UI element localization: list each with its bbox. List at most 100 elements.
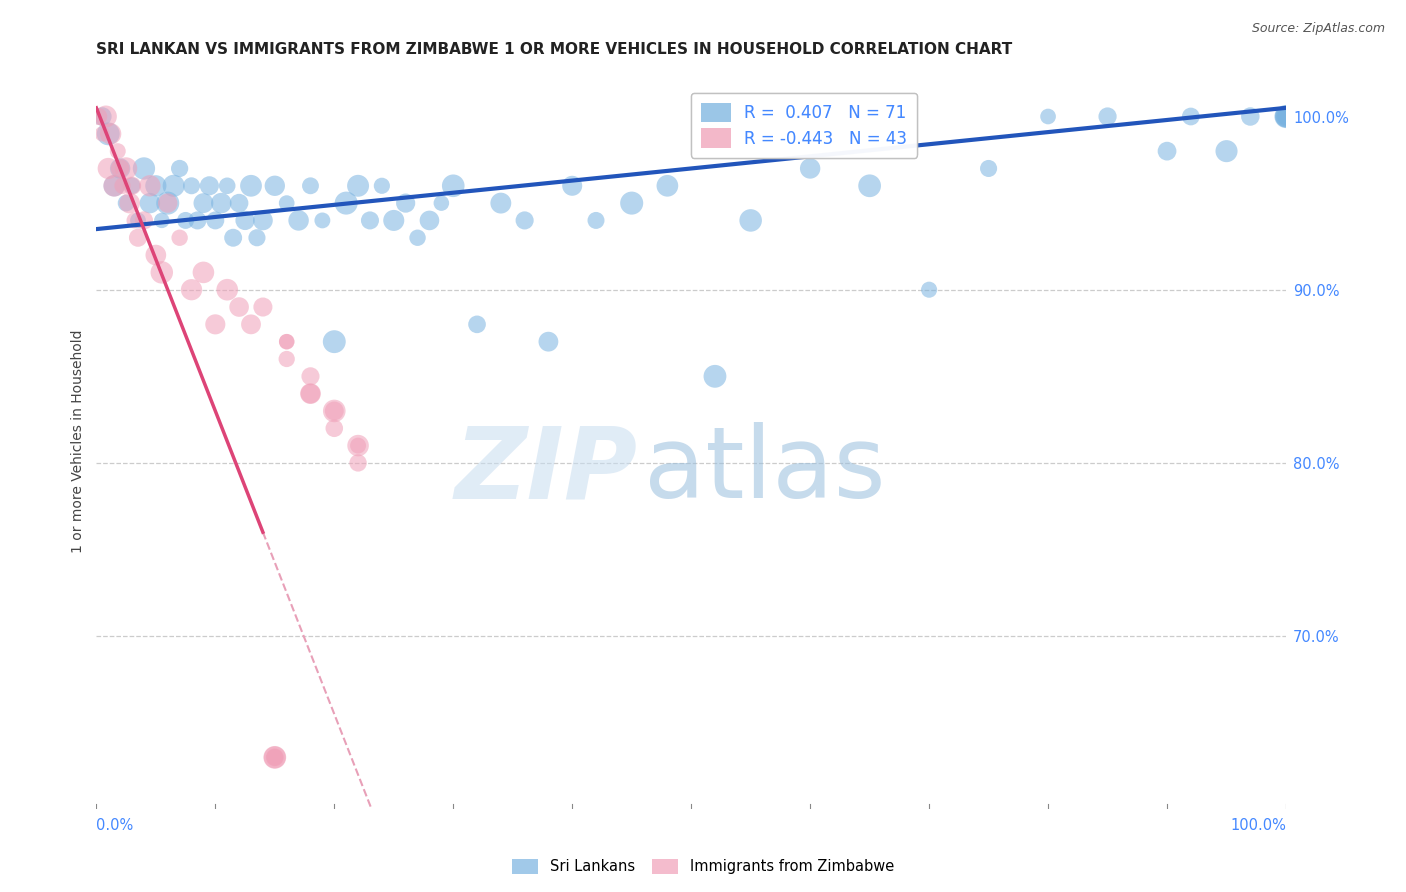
Point <box>169 161 191 176</box>
Point <box>299 386 322 401</box>
Point <box>704 369 727 384</box>
Point <box>193 196 215 211</box>
Point <box>585 213 607 227</box>
Point <box>276 196 298 211</box>
Point <box>127 213 149 227</box>
Point <box>1275 110 1298 124</box>
Point <box>97 161 120 176</box>
Point <box>441 178 464 193</box>
Text: SRI LANKAN VS IMMIGRANTS FROM ZIMBABWE 1 OR MORE VEHICLES IN HOUSEHOLD CORRELATI: SRI LANKAN VS IMMIGRANTS FROM ZIMBABWE 1… <box>97 42 1012 57</box>
Point <box>263 178 285 193</box>
Point <box>1275 110 1298 124</box>
Point <box>103 178 125 193</box>
Point <box>145 248 167 262</box>
Point <box>537 334 560 349</box>
Text: 0.0%: 0.0% <box>97 818 134 833</box>
Point <box>323 404 346 418</box>
Point <box>1097 110 1119 124</box>
Point <box>263 750 285 764</box>
Text: ZIP: ZIP <box>454 422 638 519</box>
Point <box>276 334 298 349</box>
Point <box>335 196 357 211</box>
Point <box>276 351 298 366</box>
Y-axis label: 1 or more Vehicles in Household: 1 or more Vehicles in Household <box>72 329 86 553</box>
Point <box>240 178 263 193</box>
Point <box>233 213 256 227</box>
Point <box>156 196 179 211</box>
Point <box>1215 144 1237 158</box>
Point <box>180 283 202 297</box>
Point <box>513 213 536 227</box>
Point <box>156 196 179 211</box>
Point <box>115 196 138 211</box>
Point <box>382 213 405 227</box>
Point <box>276 334 298 349</box>
Text: Source: ZipAtlas.com: Source: ZipAtlas.com <box>1251 22 1385 36</box>
Point <box>150 265 173 279</box>
Legend: R =  0.407   N = 71, R = -0.443   N = 43: R = 0.407 N = 71, R = -0.443 N = 43 <box>690 93 917 158</box>
Point <box>799 161 821 176</box>
Point <box>240 318 263 332</box>
Point <box>228 196 250 211</box>
Point <box>209 196 232 211</box>
Point <box>150 213 173 227</box>
Point <box>299 386 322 401</box>
Point <box>347 178 370 193</box>
Point <box>127 231 149 245</box>
Point <box>263 750 285 764</box>
Point <box>406 231 429 245</box>
Point <box>347 439 370 453</box>
Point <box>977 161 1000 176</box>
Point <box>217 178 239 193</box>
Point <box>465 318 488 332</box>
Point <box>111 178 134 193</box>
Point <box>263 750 285 764</box>
Point <box>347 439 370 453</box>
Point <box>1275 110 1298 124</box>
Point <box>287 213 309 227</box>
Point <box>180 178 202 193</box>
Point <box>204 213 226 227</box>
Point <box>108 161 131 176</box>
Point <box>108 161 131 176</box>
Point <box>1239 110 1261 124</box>
Point <box>121 178 143 193</box>
Point <box>103 178 125 193</box>
Point <box>198 178 221 193</box>
Point <box>132 161 155 176</box>
Point <box>118 196 141 211</box>
Point <box>347 456 370 470</box>
Point <box>263 750 285 764</box>
Point <box>139 178 162 193</box>
Point <box>1156 144 1178 158</box>
Point <box>115 161 138 176</box>
Point <box>121 178 143 193</box>
Point <box>1275 110 1298 124</box>
Point <box>132 213 155 227</box>
Point <box>186 213 208 227</box>
Point <box>418 213 440 227</box>
Point <box>100 127 122 141</box>
Point <box>222 231 245 245</box>
Point <box>252 300 274 314</box>
Point <box>139 196 162 211</box>
Point <box>323 334 346 349</box>
Point <box>359 213 381 227</box>
Point <box>145 178 167 193</box>
Text: 100.0%: 100.0% <box>1230 818 1286 833</box>
Point <box>228 300 250 314</box>
Point <box>91 110 114 124</box>
Point <box>561 178 583 193</box>
Point <box>204 318 226 332</box>
Text: atlas: atlas <box>644 422 886 519</box>
Point <box>489 196 512 211</box>
Point <box>918 283 941 297</box>
Point <box>246 231 269 245</box>
Point <box>299 178 322 193</box>
Point <box>430 196 453 211</box>
Point <box>299 369 322 384</box>
Point <box>252 213 274 227</box>
Point <box>740 213 762 227</box>
Point <box>395 196 418 211</box>
Point <box>169 231 191 245</box>
